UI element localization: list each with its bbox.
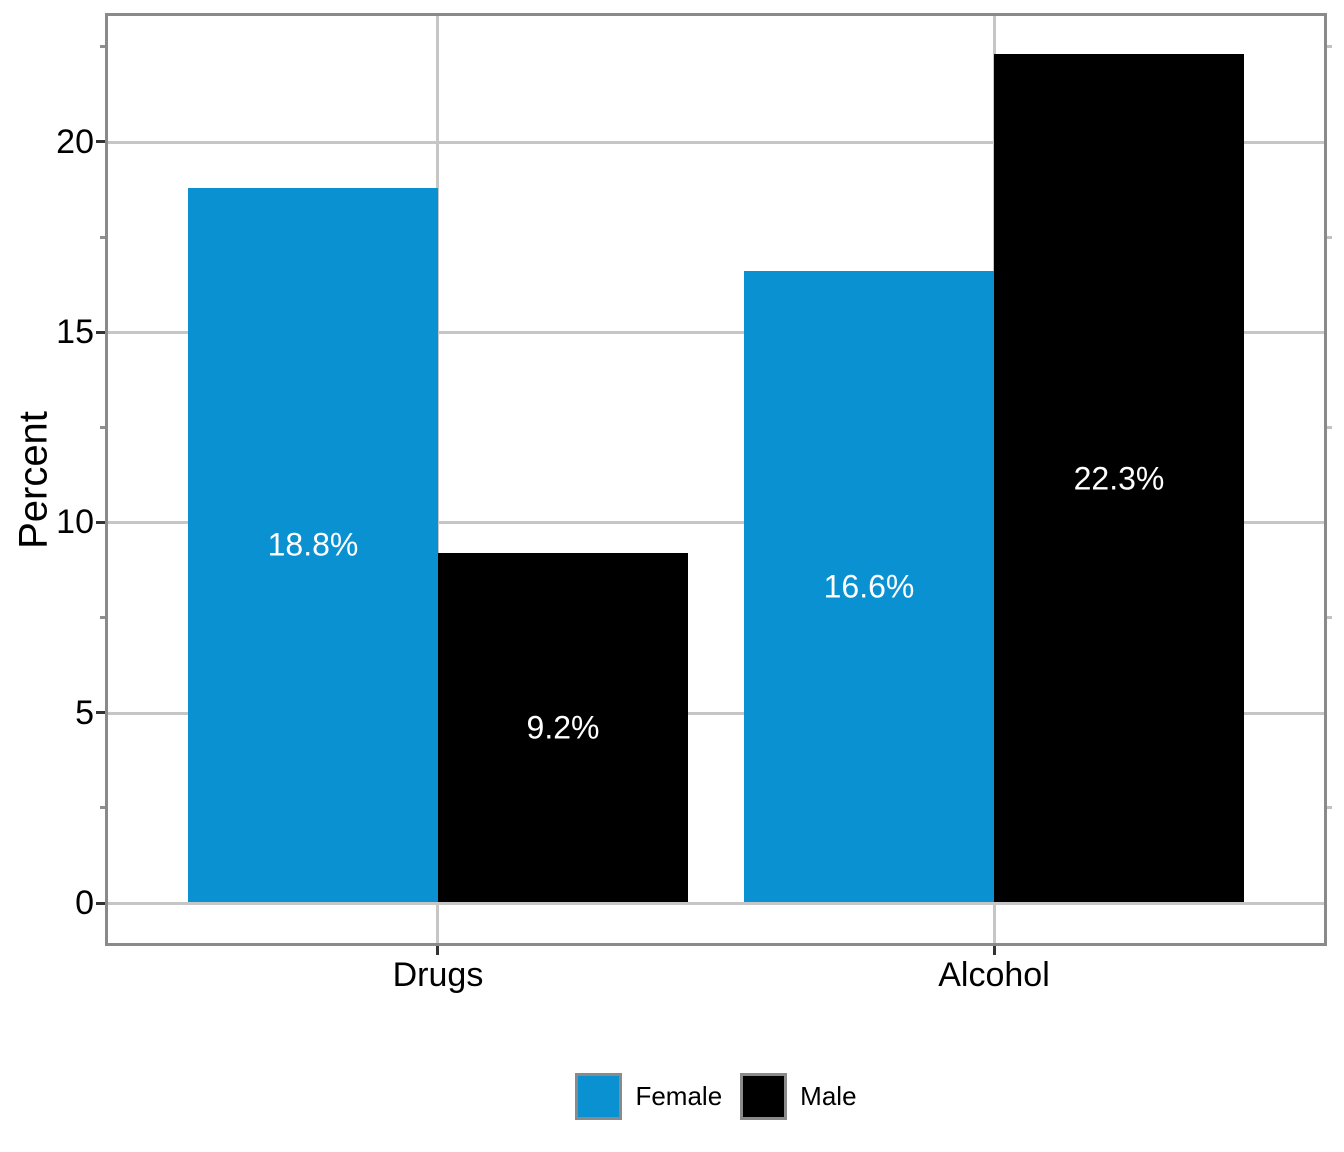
y-axis-title: Percent [11,411,56,549]
gridline-horizontal [107,902,1325,905]
bar-label-male-alcohol: 22.3% [1073,460,1165,497]
gridline-horizontal [107,521,1325,525]
y-axis-minor-tick [100,616,105,620]
bar-label-male-drugs: 9.2% [526,709,600,746]
y-tick-label: 15 [56,313,94,352]
y-axis-minor-tick-right [1327,45,1332,49]
legend-label-female: Female [635,1081,723,1111]
legend-key-male [740,1073,788,1120]
bar-label-female-alcohol: 16.6% [823,568,915,605]
y-axis-minor-tick-right [1327,616,1332,620]
bar-label-female-drugs: 18.8% [267,526,359,563]
y-axis-minor-tick-right [1327,425,1332,429]
y-tick-label: 0 [75,884,94,922]
gridline-horizontal [107,711,1325,715]
gridline-horizontal [107,140,1325,144]
y-axis-minor-tick [100,45,105,49]
y-axis-major-tick [96,901,105,905]
legend-item-female: Female [575,1073,722,1120]
bar-male-drugs [437,552,688,902]
x-tick-label-alcohol: Alcohol [938,956,1050,994]
y-axis-minor-tick-right [1327,806,1332,810]
legend-key-female [575,1073,623,1120]
y-axis-minor-tick [100,806,105,810]
y-axis-major-tick [96,140,105,144]
bar-female-alcohol [744,271,994,902]
y-tick-label: 20 [56,122,94,161]
legend-item-male: Male [740,1073,857,1120]
y-axis-major-tick [96,520,105,524]
y-axis-minor-tick-right [1327,235,1332,239]
x-axis-tick [436,946,440,955]
x-tick-label-drugs: Drugs [392,956,484,994]
gridline-horizontal [107,331,1325,335]
x-axis-tick [992,946,996,955]
y-tick-label: 5 [75,693,94,732]
bar-female-drugs [187,187,438,902]
y-axis-minor-tick [100,235,105,239]
gridline-vertical [436,15,440,944]
legend-label-male: Male [800,1081,857,1111]
y-axis-major-tick [96,711,105,715]
legend: Female Male [105,1073,1327,1120]
y-axis-minor-tick [100,425,105,429]
y-tick-label: 10 [56,503,94,542]
y-axis-major-tick [96,330,105,334]
bar-male-alcohol [994,54,1244,902]
